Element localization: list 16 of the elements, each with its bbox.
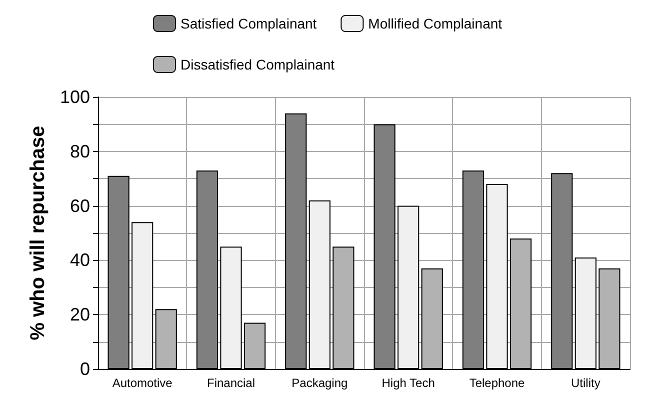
- legend-label: Satisfied Complainant: [180, 16, 317, 32]
- x-tick-label: Automotive: [112, 376, 173, 390]
- y-axis-title: % who will repurchase: [27, 126, 49, 340]
- y-tick-label: 100: [60, 87, 90, 107]
- legend-label: Dissatisfied Complainant: [180, 56, 335, 72]
- y-tick-label: 20: [70, 304, 90, 325]
- y-tick-label: 40: [70, 250, 90, 270]
- x-tick-label: Financial: [206, 376, 256, 390]
- x-tick-label: High Tech: [382, 376, 435, 390]
- legend-label: Mollified Complainant: [368, 16, 502, 32]
- x-tick-label: Packaging: [292, 376, 348, 390]
- x-tick-label: Telephone: [469, 376, 526, 390]
- y-tick-label: 80: [70, 141, 90, 162]
- y-tick-label: 0: [80, 359, 90, 379]
- x-tick-label: Utility: [570, 376, 600, 390]
- y-tick-label: 60: [70, 196, 90, 216]
